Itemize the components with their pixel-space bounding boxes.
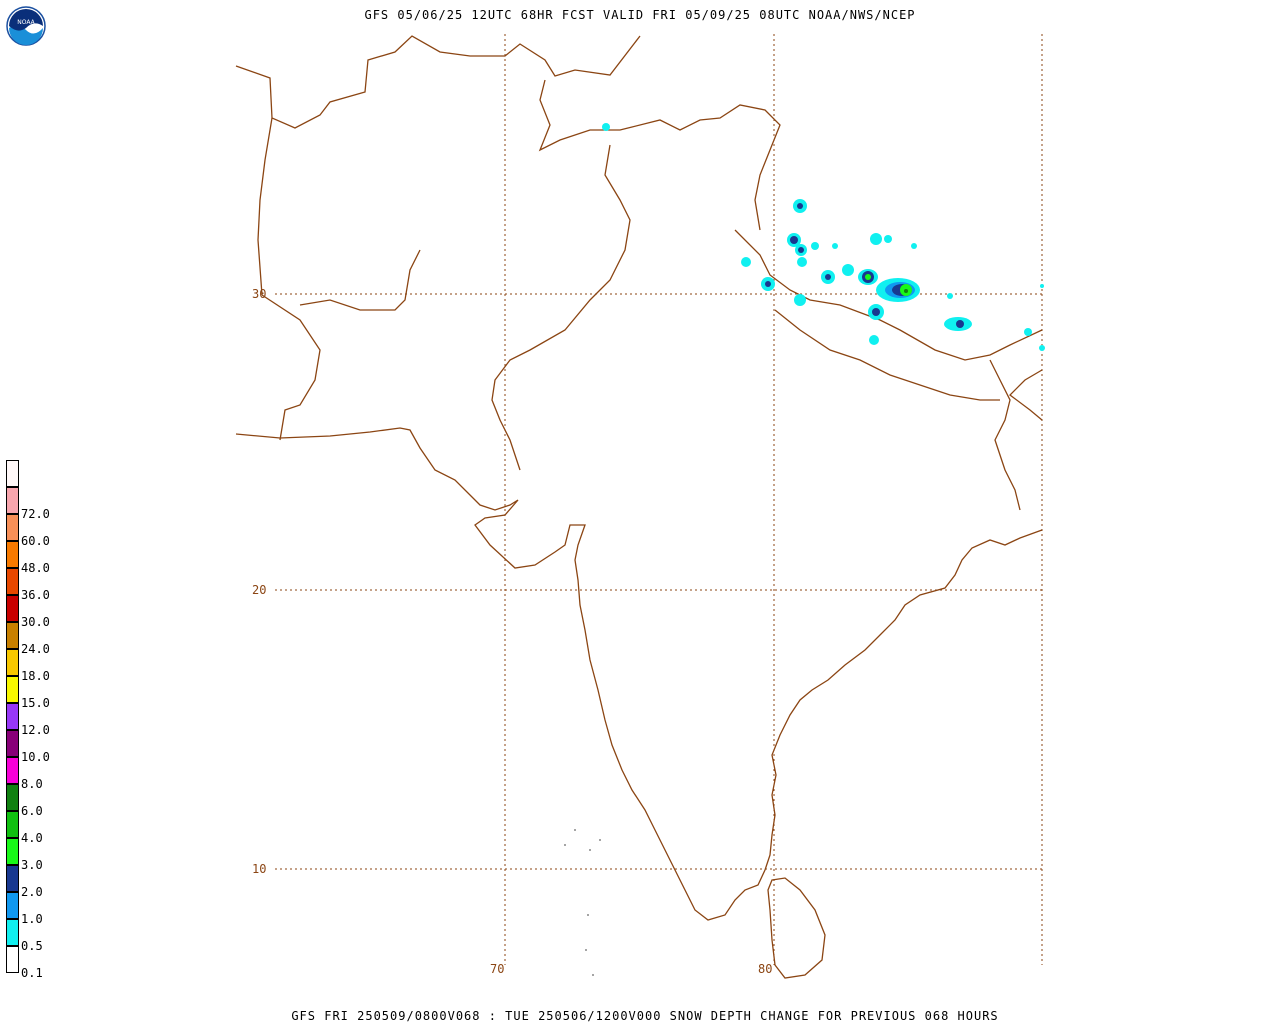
graticule bbox=[275, 34, 1043, 965]
map-footer: GFS FRI 250509/0800V068 : TUE 250506/120… bbox=[291, 1009, 999, 1023]
legend-label: 2.0 bbox=[21, 885, 43, 899]
legend-label: 48.0 bbox=[21, 561, 50, 575]
lon-label-80: 80 bbox=[758, 962, 773, 976]
legend-label: 3.0 bbox=[21, 858, 43, 872]
coastline bbox=[235, 35, 1043, 979]
legend-label: 10.0 bbox=[21, 750, 50, 764]
legend-label: 72.0 bbox=[21, 507, 50, 521]
legend-label: 36.0 bbox=[21, 588, 50, 602]
legend-label: 8.0 bbox=[21, 777, 43, 791]
legend-swatch bbox=[6, 460, 19, 487]
legend-label: 60.0 bbox=[21, 534, 50, 548]
noaa-logo: NOAA bbox=[6, 6, 46, 46]
legend-swatch bbox=[6, 811, 19, 838]
legend-swatch bbox=[6, 568, 19, 595]
legend-swatch bbox=[6, 649, 19, 676]
legend-swatch bbox=[6, 892, 19, 919]
legend-swatch bbox=[6, 703, 19, 730]
snow-blobs bbox=[602, 123, 1045, 351]
legend-label: 4.0 bbox=[21, 831, 43, 845]
legend-swatch bbox=[6, 946, 19, 973]
legend-swatch bbox=[6, 622, 19, 649]
legend-swatch bbox=[6, 595, 19, 622]
legend-swatch bbox=[6, 514, 19, 541]
legend-swatch bbox=[6, 919, 19, 946]
lat-label-20: 20 bbox=[252, 583, 267, 597]
map-title: GFS 05/06/25 12UTC 68HR FCST VALID FRI 0… bbox=[364, 8, 916, 22]
svg-text:NOAA: NOAA bbox=[17, 19, 35, 26]
islands bbox=[564, 829, 601, 976]
legend-swatch bbox=[6, 865, 19, 892]
legend-label: 18.0 bbox=[21, 669, 50, 683]
lat-label-30: 30 bbox=[252, 287, 267, 301]
legend-swatch bbox=[6, 487, 19, 514]
legend-swatch bbox=[6, 784, 19, 811]
legend-label: 15.0 bbox=[21, 696, 50, 710]
legend-label: 24.0 bbox=[21, 642, 50, 656]
legend-swatch bbox=[6, 730, 19, 757]
legend-swatch bbox=[6, 676, 19, 703]
legend-label: 1.0 bbox=[21, 912, 43, 926]
legend-label: 0.5 bbox=[21, 939, 43, 953]
legend-swatch bbox=[6, 757, 19, 784]
legend-swatch bbox=[6, 838, 19, 865]
lat-label-10: 10 bbox=[252, 862, 267, 876]
legend-label: 30.0 bbox=[21, 615, 50, 629]
legend-label: 6.0 bbox=[21, 804, 43, 818]
legend-label: 0.1 bbox=[21, 966, 43, 980]
lon-label-70: 70 bbox=[490, 962, 505, 976]
legend-swatch bbox=[6, 541, 19, 568]
legend-label: 12.0 bbox=[21, 723, 50, 737]
